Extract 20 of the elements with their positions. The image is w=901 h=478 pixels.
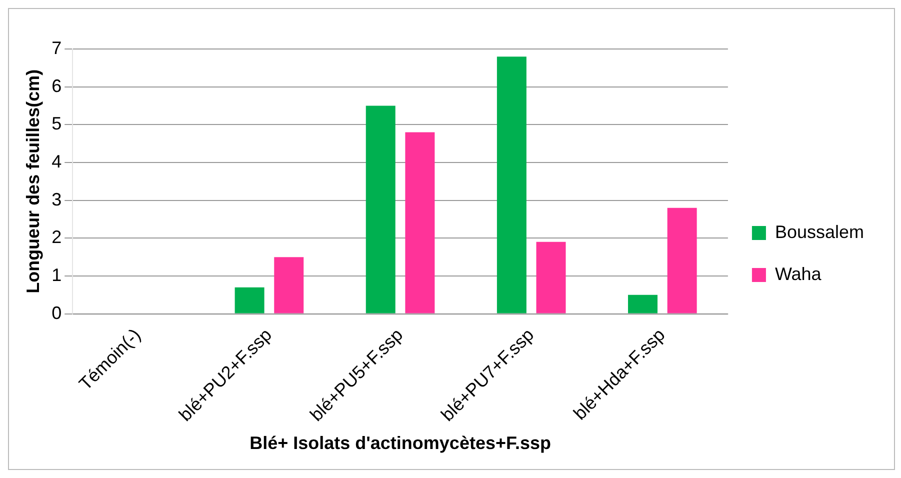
- y-tick-label: 7: [52, 38, 62, 58]
- legend-label: Boussalem: [774, 222, 864, 242]
- y-tick-label: 3: [52, 189, 62, 210]
- y-axis-title: Longueur des feuilles(cm): [22, 69, 43, 294]
- bar: [667, 208, 697, 314]
- bar: [274, 257, 304, 314]
- bar: [496, 56, 526, 314]
- y-tick-label: 0: [52, 302, 62, 323]
- y-tick-label: 4: [52, 151, 62, 172]
- legend-label: Waha: [774, 264, 822, 284]
- y-tick-label: 6: [52, 76, 62, 96]
- bar: [405, 132, 435, 314]
- y-tick-label: 5: [52, 114, 62, 134]
- bar: [536, 242, 566, 314]
- y-tick-label: 1: [52, 264, 62, 285]
- x-axis-title: Blé+ Isolats d'actinomycètes+F.ssp: [250, 433, 551, 454]
- bar: [234, 287, 264, 314]
- bar: [628, 294, 658, 314]
- bar: [366, 106, 396, 314]
- y-tick-label: 2: [52, 227, 62, 248]
